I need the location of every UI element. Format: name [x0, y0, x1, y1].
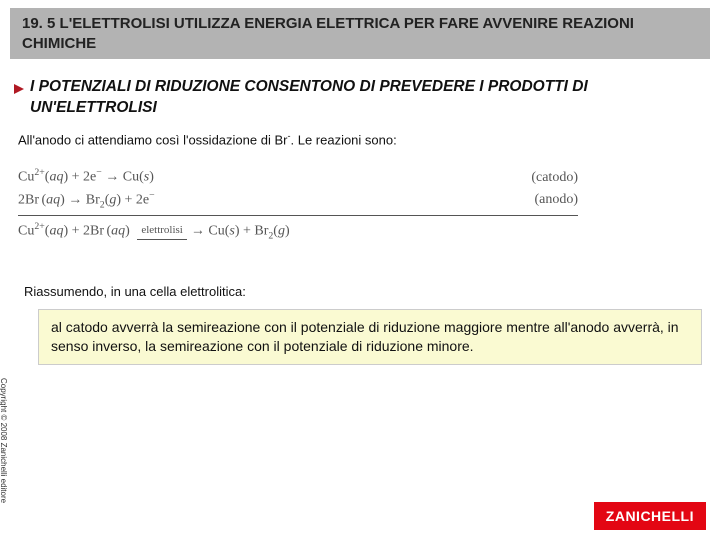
equation-left: Cu2+(aq) + 2Br (aq) elettrolisi→ Cu(s) +…	[18, 221, 498, 241]
copyright-wrap: Copyright © 2008 Zanichelli editore	[8, 378, 22, 538]
elettrolisi-label: elettrolisi	[141, 224, 183, 236]
equation-divider	[18, 215, 578, 216]
equation-left: 2Br (aq) → Br2(g) + 2e−	[18, 190, 498, 210]
intro-text: All'anodo ci attendiamo così l'ossidazio…	[18, 131, 702, 147]
equation-label: (anodo)	[498, 192, 578, 208]
equation-row: 2Br (aq) → Br2(g) + 2e− (anodo)	[18, 188, 578, 212]
summary-text: Riassumendo, in una cella elettrolitica:	[24, 284, 696, 299]
publisher-logo: ZANICHELLI	[594, 502, 706, 530]
equation-row: Cu2+(aq) + 2Br (aq) elettrolisi→ Cu(s) +…	[18, 219, 578, 243]
triangle-right-icon	[14, 81, 24, 99]
subtitle-text: I POTENZIALI DI RIDUZIONE CONSENTONO DI …	[30, 77, 706, 119]
highlight-box: al catodo avverrà la semireazione con il…	[38, 309, 702, 365]
page-title: 19. 5 L'ELETTROLISI UTILIZZA ENERGIA ELE…	[22, 14, 698, 53]
copyright-text: Copyright © 2008 Zanichelli editore	[0, 378, 8, 503]
reaction-arrow-icon: elettrolisi	[137, 226, 187, 240]
header-bar: 19. 5 L'ELETTROLISI UTILIZZA ENERGIA ELE…	[10, 8, 710, 59]
equations-block: Cu2+(aq) + 2e− → Cu(s) (catodo) 2Br (aq)…	[18, 165, 578, 244]
equation-left: Cu2+(aq) + 2e− → Cu(s)	[18, 167, 498, 186]
subtitle-row: I POTENZIALI DI RIDUZIONE CONSENTONO DI …	[14, 77, 706, 119]
equation-row: Cu2+(aq) + 2e− → Cu(s) (catodo)	[18, 165, 578, 188]
equation-label: (catodo)	[498, 170, 578, 186]
